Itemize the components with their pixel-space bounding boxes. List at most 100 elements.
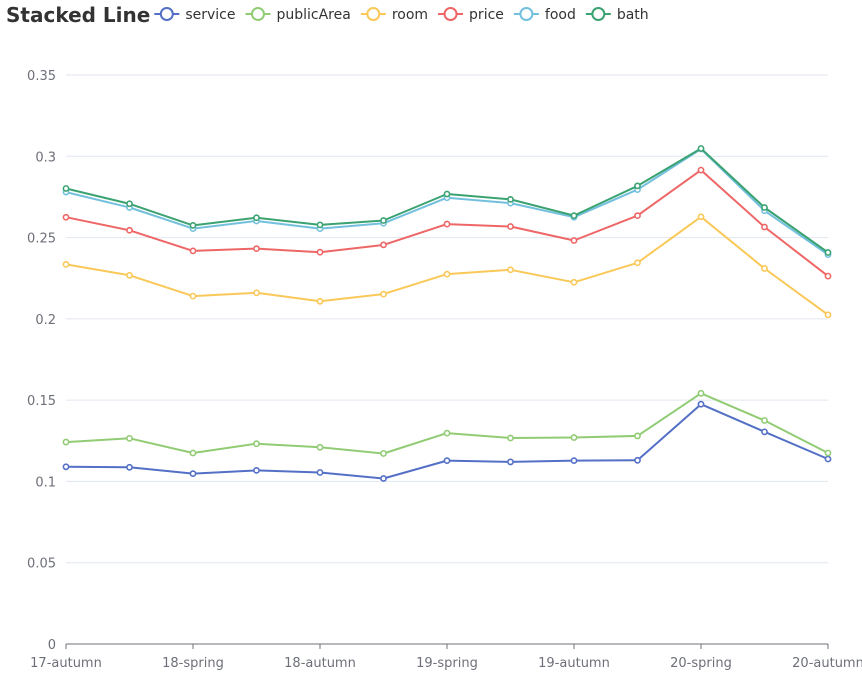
data-point[interactable] xyxy=(62,213,70,221)
data-point[interactable] xyxy=(697,213,705,221)
data-point[interactable] xyxy=(761,428,768,436)
legend-item-bath[interactable]: bath xyxy=(585,7,649,23)
legend-marker xyxy=(519,7,534,21)
data-point[interactable] xyxy=(62,438,70,446)
series-bath xyxy=(62,145,832,256)
legend-item-room[interactable]: room xyxy=(360,7,428,23)
series-room xyxy=(62,213,832,319)
legend-label: price xyxy=(469,7,504,23)
legend-item-food[interactable]: food xyxy=(513,7,576,23)
data-point[interactable] xyxy=(316,443,324,451)
data-point[interactable] xyxy=(824,311,832,319)
data-point[interactable] xyxy=(634,456,641,464)
data-point[interactable] xyxy=(443,270,451,278)
data-point[interactable] xyxy=(253,245,260,253)
data-point[interactable] xyxy=(761,223,768,231)
data-point[interactable] xyxy=(380,217,387,224)
data-point[interactable] xyxy=(126,271,133,279)
y-tick-label: 0.15 xyxy=(27,394,56,409)
legend-marker xyxy=(250,7,265,21)
data-point[interactable] xyxy=(697,166,705,174)
legend-marker xyxy=(366,7,381,21)
data-point[interactable] xyxy=(761,265,768,272)
data-point[interactable] xyxy=(570,237,578,244)
data-point[interactable] xyxy=(253,289,260,297)
data-point[interactable] xyxy=(507,458,514,466)
series-line-publicArea xyxy=(65,392,829,455)
x-tick-label: 17-autumn xyxy=(30,656,102,671)
data-point[interactable] xyxy=(62,260,70,268)
data-point[interactable] xyxy=(570,212,578,220)
y-tick-label: 0 xyxy=(48,638,56,653)
y-axis: 0 0.05 0.1 0.15 0.2 0.25 0.3 0.35 xyxy=(27,69,56,653)
data-point[interactable] xyxy=(507,266,514,274)
data-point[interactable] xyxy=(380,290,387,298)
data-point[interactable] xyxy=(570,278,578,286)
data-point[interactable] xyxy=(380,450,387,457)
data-point[interactable] xyxy=(507,434,514,442)
data-point[interactable] xyxy=(634,212,641,220)
data-point[interactable] xyxy=(126,200,133,208)
data-point[interactable] xyxy=(824,455,832,463)
data-point[interactable] xyxy=(443,457,451,465)
data-point[interactable] xyxy=(697,400,705,408)
legend: service publicArea room price food bath xyxy=(154,7,649,23)
data-point[interactable] xyxy=(380,241,387,249)
x-tick-label: 18-autumn xyxy=(284,656,356,671)
y-tick-label: 0.3 xyxy=(35,150,56,165)
series-layer xyxy=(62,145,832,482)
data-point[interactable] xyxy=(316,248,324,256)
data-point[interactable] xyxy=(697,389,705,397)
series-line-room xyxy=(65,215,829,316)
data-point[interactable] xyxy=(189,470,197,478)
data-point[interactable] xyxy=(824,249,832,256)
data-point[interactable] xyxy=(634,432,641,440)
data-point[interactable] xyxy=(507,195,514,203)
legend-item-service[interactable]: service xyxy=(154,7,235,23)
data-point[interactable] xyxy=(443,429,451,437)
legend-label: service xyxy=(185,7,235,23)
data-point[interactable] xyxy=(443,190,451,198)
legend-label: food xyxy=(545,7,576,23)
data-point[interactable] xyxy=(316,297,324,305)
data-point[interactable] xyxy=(634,259,641,267)
data-point[interactable] xyxy=(507,223,514,230)
data-point[interactable] xyxy=(126,434,133,442)
x-tick-label: 20-spring xyxy=(670,656,732,671)
data-point[interactable] xyxy=(253,440,260,448)
legend-item-publicArea[interactable]: publicArea xyxy=(245,7,351,23)
data-point[interactable] xyxy=(126,463,133,471)
data-point[interactable] xyxy=(189,292,197,300)
y-tick-label: 0.35 xyxy=(27,69,56,84)
series-line-food xyxy=(65,148,829,256)
data-point[interactable] xyxy=(824,272,832,280)
legend-item-price[interactable]: price xyxy=(438,7,504,23)
data-point[interactable] xyxy=(253,214,260,222)
y-tick-label: 0.1 xyxy=(35,475,56,490)
data-point[interactable] xyxy=(126,226,133,234)
data-point[interactable] xyxy=(189,449,197,457)
data-point[interactable] xyxy=(189,247,197,255)
data-point[interactable] xyxy=(316,221,324,229)
data-point[interactable] xyxy=(443,220,451,228)
data-point[interactable] xyxy=(253,466,260,474)
data-point[interactable] xyxy=(570,457,578,465)
x-tick-label: 18-spring xyxy=(162,656,224,671)
data-point[interactable] xyxy=(189,221,197,229)
legend-label: bath xyxy=(617,7,649,23)
data-point[interactable] xyxy=(380,475,387,482)
y-tick-label: 0.25 xyxy=(27,232,56,247)
data-point[interactable] xyxy=(761,417,768,424)
data-point[interactable] xyxy=(824,449,832,457)
y-tick-label: 0.2 xyxy=(35,313,56,328)
data-point[interactable] xyxy=(570,434,578,441)
data-point[interactable] xyxy=(634,182,641,190)
data-point[interactable] xyxy=(62,185,70,192)
data-point[interactable] xyxy=(62,463,70,471)
data-point[interactable] xyxy=(761,204,768,211)
data-point[interactable] xyxy=(316,469,324,476)
grid-lines xyxy=(66,74,828,564)
data-point[interactable] xyxy=(697,145,705,152)
y-tick-label: 0.05 xyxy=(27,557,56,572)
